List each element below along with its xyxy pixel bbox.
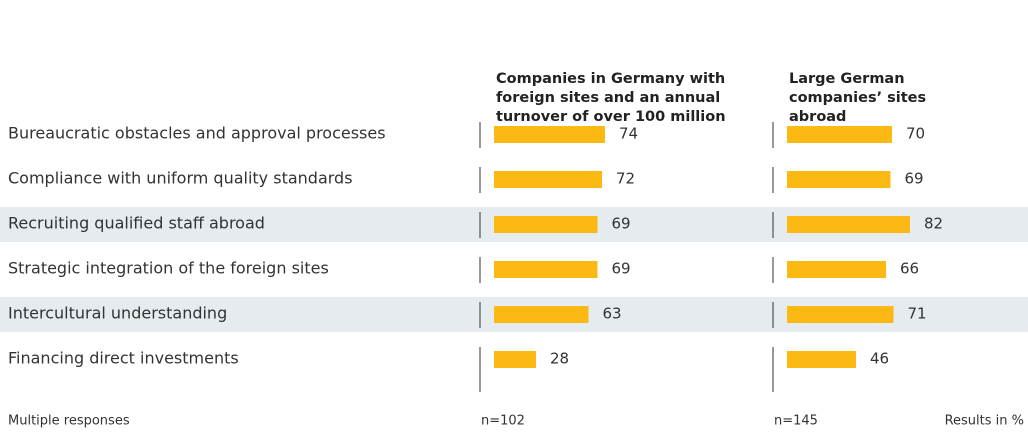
value-label: 46 [870,350,889,368]
value-label: 63 [603,305,622,323]
sample-size: n=102 [481,414,525,429]
category-label: Strategic integration of the foreign sit… [8,259,329,278]
bar [787,171,891,188]
category-label: Bureaucratic obstacles and approval proc… [8,124,386,143]
bar [787,261,886,278]
category-label: Compliance with uniform quality standard… [8,169,353,188]
bar [494,216,598,233]
value-label: 72 [616,170,635,188]
category-label: Recruiting qualified staff abroad [8,214,265,233]
series-header: Large German companies’ sites abroad [789,71,927,125]
category-label: Financing direct investments [8,349,239,368]
sample-size: n=145 [774,414,818,429]
value-label: 71 [908,305,927,323]
bar [494,351,536,368]
bar [787,126,892,143]
unit-note: Results in % [945,414,1024,429]
value-label: 28 [550,350,569,368]
footnote: Multiple responses [8,414,130,429]
value-label: 66 [900,260,919,278]
value-label: 69 [612,215,631,233]
value-label: 82 [924,215,943,233]
bar [787,351,856,368]
value-label: 74 [619,125,638,143]
bar [494,126,605,143]
bar [787,216,910,233]
value-label: 69 [905,170,924,188]
bar [787,306,894,323]
value-label: 69 [612,260,631,278]
category-label: Intercultural understanding [8,304,227,323]
bar [494,261,598,278]
bar [494,306,589,323]
bar [494,171,602,188]
value-label: 70 [906,125,925,143]
